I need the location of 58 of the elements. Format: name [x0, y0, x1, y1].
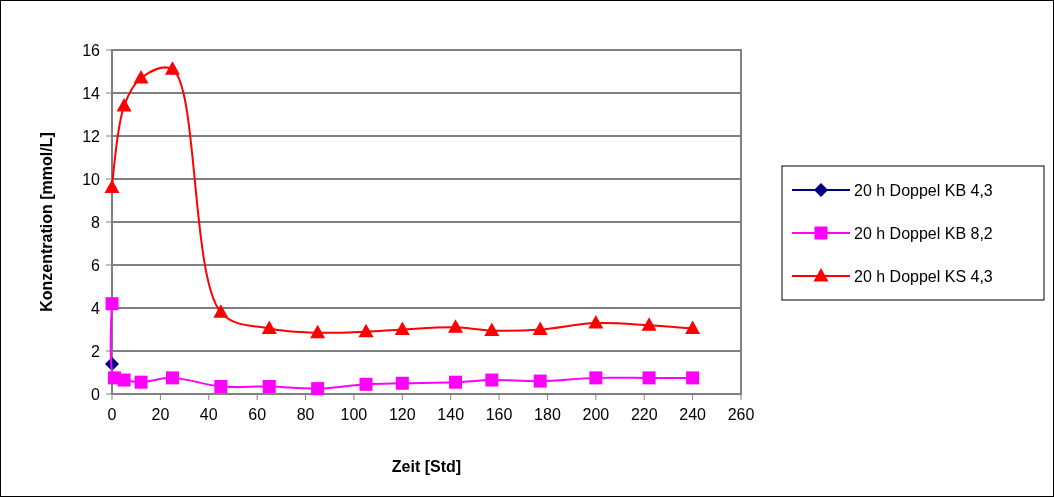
point [165, 371, 179, 385]
point [685, 320, 701, 334]
point [642, 371, 656, 385]
point [484, 322, 500, 337]
x-tick-label: 160 [485, 406, 513, 423]
y-tick-label: 10 [82, 171, 101, 188]
y-tick-label: 0 [91, 386, 101, 403]
point [532, 321, 548, 335]
point [311, 382, 325, 396]
point [589, 371, 603, 385]
point [449, 375, 463, 389]
x-tick-label: 20 [151, 406, 170, 423]
point [686, 371, 700, 385]
x-tick-label: 220 [630, 406, 658, 423]
point [261, 320, 277, 334]
point [641, 317, 657, 331]
x-tick-label: 120 [388, 406, 416, 423]
point [358, 323, 374, 338]
point [394, 321, 410, 335]
point [359, 377, 373, 391]
x-tick-label: 260 [727, 406, 755, 423]
point [133, 69, 149, 84]
point [117, 373, 131, 387]
point [588, 315, 604, 329]
point [310, 324, 326, 339]
x-tick-label: 80 [296, 406, 315, 423]
point [262, 379, 276, 393]
legend-label: 20 h Doppel KB 4,3 [854, 182, 993, 199]
y-tick-label: 2 [91, 343, 101, 360]
x-tick-label: 180 [534, 406, 561, 423]
point [485, 373, 499, 387]
legend-label: 20 h Doppel KB 8,2 [854, 225, 993, 242]
legend-label: 20 h Doppel KS 4,3 [854, 268, 993, 285]
y-tick-label: 16 [82, 42, 101, 59]
x-tick-label: 0 [107, 406, 117, 423]
point [213, 304, 229, 318]
y-tick-label: 8 [91, 214, 101, 231]
y-tick-label: 14 [82, 85, 101, 102]
y-axis-title: Konzentration [mmol/L] [38, 132, 55, 312]
y-tick-label: 4 [91, 300, 101, 317]
x-tick-label: 140 [437, 406, 465, 423]
point [116, 97, 132, 112]
x-tick-label: 60 [248, 406, 267, 423]
point [104, 179, 120, 194]
x-tick-label: 240 [679, 406, 707, 423]
point [533, 374, 547, 388]
x-tick-label: 100 [340, 406, 368, 423]
point [395, 376, 409, 390]
point [164, 61, 180, 75]
point [134, 375, 148, 389]
point [105, 297, 119, 311]
x-axis-title: Zeit [Std] [391, 458, 462, 475]
point [448, 319, 464, 333]
y-tick-label: 12 [82, 128, 101, 145]
x-tick-label: 200 [582, 406, 610, 423]
x-tick-label: 40 [199, 406, 218, 423]
point [214, 379, 228, 393]
y-tick-label: 6 [91, 257, 101, 274]
